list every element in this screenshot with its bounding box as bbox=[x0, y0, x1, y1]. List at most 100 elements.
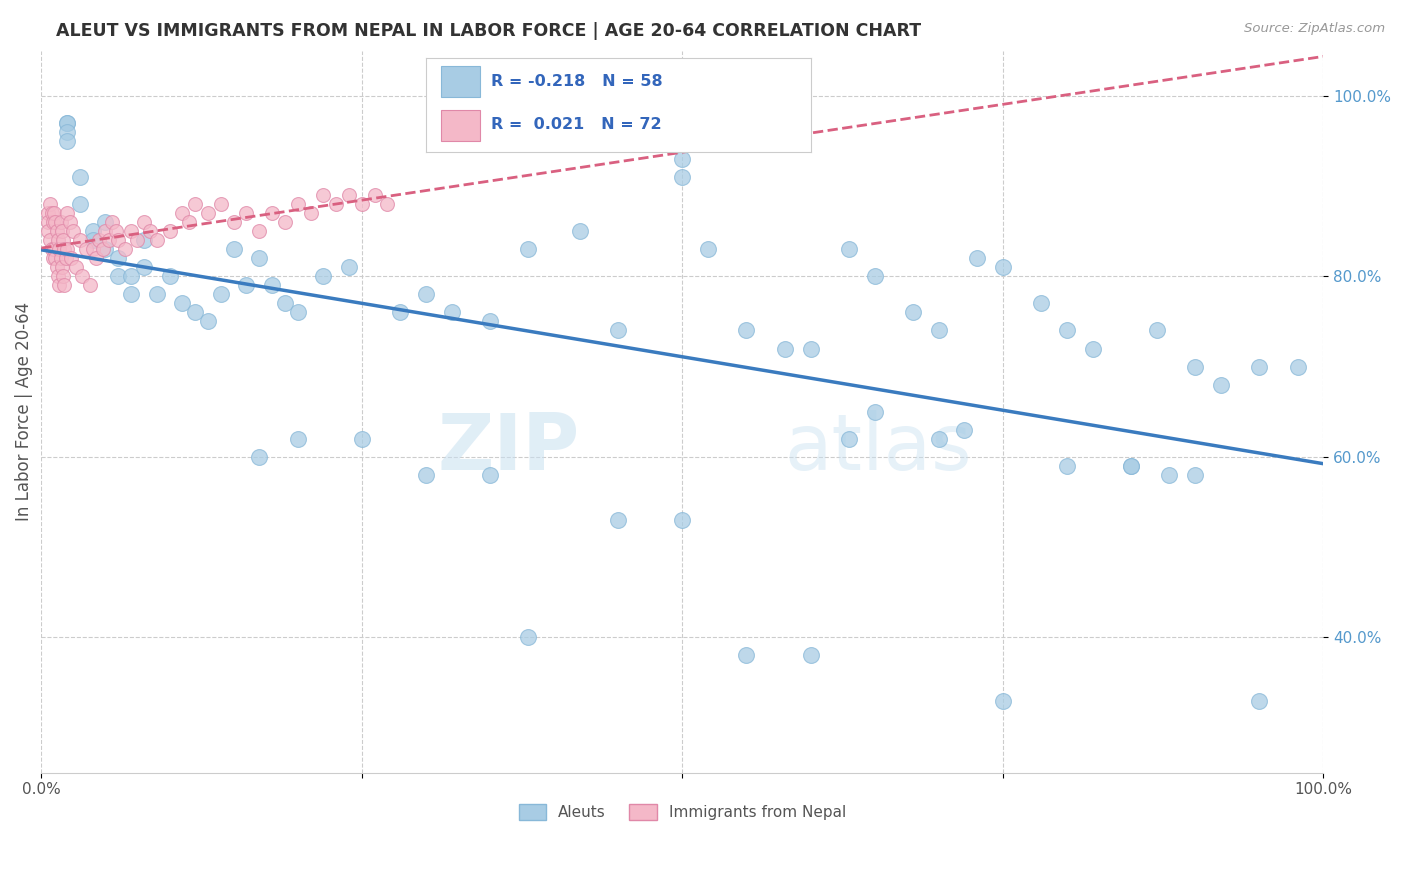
Point bbox=[37, 206, 59, 220]
Point bbox=[75, 242, 97, 256]
Point bbox=[184, 305, 207, 319]
Point bbox=[45, 260, 67, 275]
Point bbox=[184, 197, 207, 211]
Point bbox=[82, 242, 104, 256]
Point bbox=[389, 305, 412, 319]
Point bbox=[1056, 458, 1078, 473]
Point bbox=[52, 269, 75, 284]
Point bbox=[101, 215, 124, 229]
Point bbox=[72, 269, 94, 284]
Point bbox=[59, 252, 82, 266]
Point bbox=[247, 252, 270, 266]
Point bbox=[262, 278, 284, 293]
Point bbox=[82, 224, 104, 238]
Point bbox=[41, 242, 63, 256]
Point bbox=[901, 305, 924, 319]
Point bbox=[172, 206, 194, 220]
Point bbox=[337, 188, 360, 202]
Point bbox=[991, 693, 1014, 707]
Point bbox=[953, 423, 976, 437]
Point bbox=[56, 134, 79, 148]
Point bbox=[79, 278, 101, 293]
Point bbox=[56, 242, 79, 256]
Text: Source: ZipAtlas.com: Source: ZipAtlas.com bbox=[1244, 22, 1385, 36]
Point bbox=[1119, 458, 1142, 473]
Point bbox=[350, 197, 373, 211]
Point bbox=[247, 224, 270, 238]
Point bbox=[51, 224, 73, 238]
Point bbox=[773, 342, 796, 356]
Point bbox=[440, 305, 463, 319]
Point bbox=[42, 215, 65, 229]
Point bbox=[51, 260, 73, 275]
Point bbox=[56, 125, 79, 139]
Point bbox=[299, 206, 322, 220]
Point bbox=[991, 260, 1014, 275]
Point bbox=[145, 233, 167, 247]
Point bbox=[287, 432, 309, 446]
Point bbox=[838, 242, 860, 256]
Point bbox=[145, 287, 167, 301]
Point bbox=[42, 252, 65, 266]
Point bbox=[44, 242, 66, 256]
Point bbox=[41, 206, 63, 220]
Point bbox=[56, 116, 79, 130]
Point bbox=[325, 197, 347, 211]
Point bbox=[350, 432, 373, 446]
Point bbox=[235, 206, 257, 220]
Point bbox=[209, 197, 232, 211]
Point bbox=[65, 260, 87, 275]
Point bbox=[337, 260, 360, 275]
Point bbox=[91, 242, 114, 256]
Point bbox=[928, 432, 950, 446]
Point bbox=[39, 197, 62, 211]
Point bbox=[37, 224, 59, 238]
Point bbox=[197, 314, 219, 328]
Point bbox=[69, 233, 91, 247]
Point bbox=[52, 233, 75, 247]
Point bbox=[1286, 359, 1309, 374]
Point bbox=[49, 215, 72, 229]
Point bbox=[120, 224, 142, 238]
Point bbox=[94, 224, 117, 238]
Point bbox=[46, 233, 69, 247]
Point bbox=[53, 278, 76, 293]
Point bbox=[44, 252, 66, 266]
Point bbox=[55, 252, 77, 266]
Point bbox=[287, 305, 309, 319]
Point bbox=[87, 233, 110, 247]
Point bbox=[39, 233, 62, 247]
Point bbox=[415, 467, 437, 482]
Point bbox=[312, 269, 335, 284]
Point bbox=[107, 252, 129, 266]
Point bbox=[517, 242, 540, 256]
Point bbox=[58, 215, 80, 229]
Point bbox=[98, 233, 121, 247]
Point bbox=[799, 342, 821, 356]
Point bbox=[45, 224, 67, 238]
Point bbox=[197, 206, 219, 220]
Point bbox=[274, 296, 297, 310]
Point bbox=[172, 296, 194, 310]
Point bbox=[104, 224, 127, 238]
Point bbox=[838, 432, 860, 446]
Point bbox=[287, 197, 309, 211]
Point bbox=[607, 323, 630, 337]
Point bbox=[1119, 458, 1142, 473]
Point bbox=[37, 215, 59, 229]
Point bbox=[94, 242, 117, 256]
Point bbox=[56, 206, 79, 220]
Point bbox=[120, 269, 142, 284]
Point bbox=[69, 169, 91, 184]
Point bbox=[139, 224, 162, 238]
Point bbox=[247, 450, 270, 464]
Point bbox=[671, 513, 693, 527]
Point bbox=[209, 287, 232, 301]
Point bbox=[107, 269, 129, 284]
Point bbox=[127, 233, 149, 247]
Point bbox=[312, 188, 335, 202]
Point bbox=[120, 287, 142, 301]
Text: ZIP: ZIP bbox=[437, 409, 579, 486]
Point bbox=[735, 323, 758, 337]
Point bbox=[415, 287, 437, 301]
